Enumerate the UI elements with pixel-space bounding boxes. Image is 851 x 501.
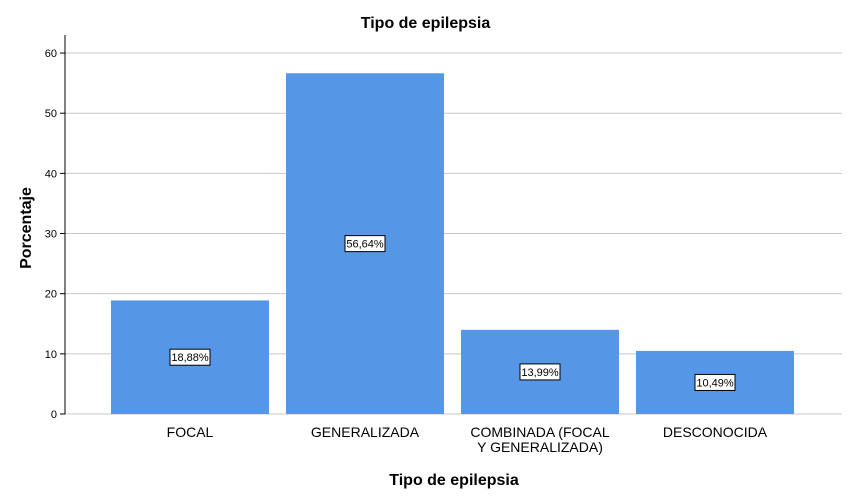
y-tick-label: 30 <box>45 229 57 241</box>
x-tick-label: GENERALIZADA <box>311 424 420 440</box>
data-label-box <box>694 373 736 391</box>
x-tick-label: FOCAL <box>167 424 214 440</box>
y-tick-label: 10 <box>45 349 57 361</box>
data-label: 18,88% <box>171 352 209 364</box>
x-tick-label: Y GENERALIZADA) <box>477 439 603 455</box>
data-label-box <box>519 363 561 381</box>
data-label: 56,64% <box>346 239 384 251</box>
data-label-box <box>344 235 386 253</box>
x-tick-label: DESCONOCIDA <box>663 424 768 440</box>
x-tick-label: COMBINADA (FOCAL <box>470 424 609 440</box>
y-tick-label: 20 <box>45 289 57 301</box>
y-tick-label: 40 <box>45 168 57 180</box>
y-tick-label: 60 <box>45 48 57 60</box>
data-label: 10,49% <box>696 377 734 389</box>
y-ticks: 0 10 20 30 40 50 60 <box>45 48 65 421</box>
y-tick-label: 50 <box>45 108 57 120</box>
data-label-box <box>169 348 211 366</box>
bars <box>111 73 794 414</box>
y-axis-title: Porcentaje <box>18 187 35 269</box>
x-axis-title: Tipo de epilepsia <box>389 472 519 489</box>
data-labels: 18,88% 56,64% 13,99% 10,49% <box>169 235 736 391</box>
y-tick-label: 0 <box>51 409 57 421</box>
data-label: 13,99% <box>521 367 559 379</box>
chart-title: Tipo de epilepsia <box>361 15 491 32</box>
